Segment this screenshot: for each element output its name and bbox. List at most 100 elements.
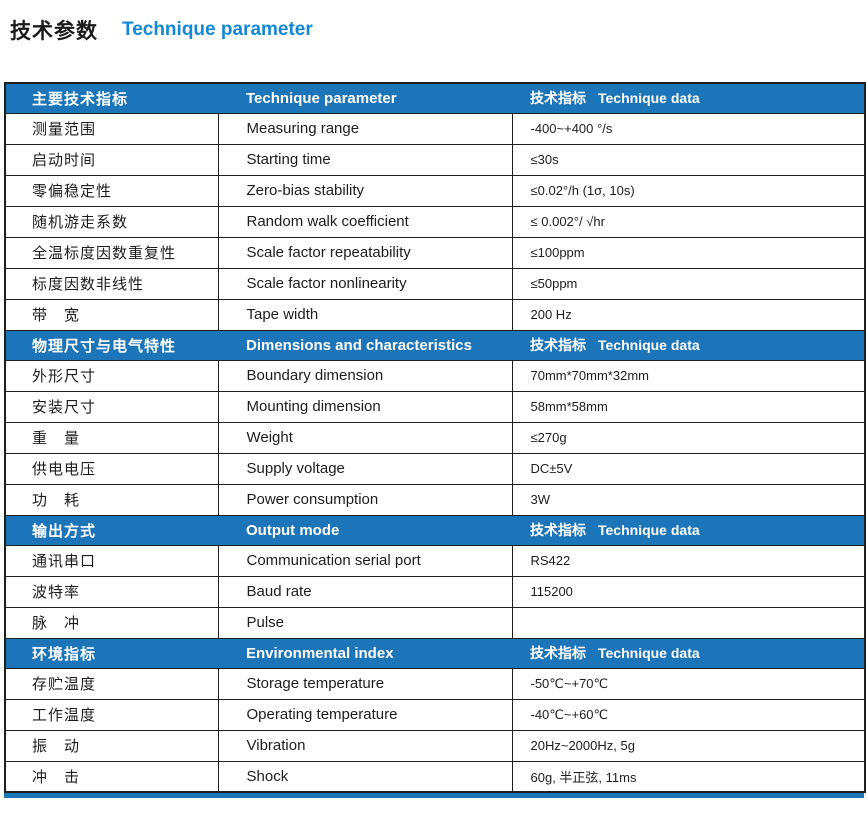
spec-value: 60g, 半正弦, 11ms [511,760,866,793]
spec-name-cn: 重 量 [4,421,219,454]
table-row: 安装尺寸 Mounting dimension 58mm*58mm [4,390,866,423]
table-row: 工作温度 Operating temperature -40℃~+60℃ [4,698,866,731]
data-column-header-cn: 技术指标 [530,337,586,353]
spec-name-cn: 存贮温度 [4,667,219,700]
table-row: 启动时间 Starting time ≤30s [4,143,866,176]
spec-name-en: Mounting dimension [217,390,513,423]
spec-name-en: Storage temperature [217,667,513,700]
data-column-header-cn: 技术指标 [530,522,586,538]
table-row: 随机游走系数 Random walk coefficient ≤ 0.002°/… [4,205,866,238]
spec-value: ≤30s [511,143,866,176]
spec-name-cn: 启动时间 [4,143,219,176]
spec-value: DC±5V [511,452,866,485]
spec-name-en: Boundary dimension [217,359,513,392]
spec-name-cn: 零偏稳定性 [4,174,219,207]
spec-name-cn: 外形尺寸 [4,359,219,392]
spec-value: -40℃~+60℃ [511,698,866,731]
page-title: 技术参数 Technique parameter [0,15,868,45]
table-row: 标度因数非线性 Scale factor nonlinearity ≤50ppm [4,267,866,300]
table-row: 零偏稳定性 Zero-bias stability ≤0.02°/h (1σ, … [4,174,866,207]
spec-name-cn: 通讯串口 [4,544,219,577]
spec-name-en: Tape width [217,298,513,331]
table-bottom-accent-bar [4,793,864,798]
spec-name-en: Measuring range [217,112,513,145]
spec-name-en: Shock [217,760,513,793]
spec-name-cn: 功 耗 [4,483,219,516]
spec-name-cn: 带 宽 [4,298,219,331]
spec-value: 3W [511,483,866,516]
data-column-header-cn: 技术指标 [530,645,586,661]
table-row: 外形尺寸 Boundary dimension 70mm*70mm*32mm [4,359,866,392]
spec-name-cn: 随机游走系数 [4,205,219,238]
spec-name-en: Zero-bias stability [217,174,513,207]
page-title-cn: 技术参数 [10,20,98,43]
spec-name-cn: 测量范围 [4,112,219,145]
spec-name-en: Communication serial port [217,544,513,577]
section-header-row: 输出方式 Output mode 技术指标 Technique data [5,514,865,546]
section-data-column-header: 技术指标 Technique data [512,82,865,114]
spec-value: 20Hz~2000Hz, 5g [511,729,866,762]
section-title-cn: 输出方式 [5,514,218,546]
spec-table: 主要技术指标 Technique parameter 技术指标 Technique… [4,82,866,793]
spec-name-cn: 振 动 [4,729,219,762]
table-row: 功 耗 Power consumption 3W [4,483,866,516]
spec-name-cn: 供电电压 [4,452,219,485]
spec-name-cn: 标度因数非线性 [4,267,219,300]
spec-name-en: Scale factor nonlinearity [217,267,513,300]
spec-value: -50℃~+70℃ [511,667,866,700]
section-title-en: Environmental index [218,637,512,669]
spec-value: ≤ 0.002°/ √hr [511,205,866,238]
spec-name-en: Weight [217,421,513,454]
spec-name-cn: 全温标度因数重复性 [4,236,219,269]
section-title-cn: 主要技术指标 [5,82,218,114]
section-header-row: 主要技术指标 Technique parameter 技术指标 Technique… [5,82,865,114]
spec-name-cn: 工作温度 [4,698,219,731]
data-column-header-en: Technique data [598,645,700,661]
spec-name-cn: 脉 冲 [4,606,219,639]
table-row: 重 量 Weight ≤270g [4,421,866,454]
spec-name-en: Scale factor repeatability [217,236,513,269]
spec-table-wrapper: 主要技术指标 Technique parameter 技术指标 Technique… [4,82,866,798]
section-title-cn: 物理尺寸与电气特性 [5,329,218,361]
table-row: 测量范围 Measuring range -400~+400 °/s [4,112,866,145]
spec-name-en: Operating temperature [217,698,513,731]
table-row: 带 宽 Tape width 200 Hz [4,298,866,331]
spec-value: 115200 [511,575,866,608]
data-column-header-en: Technique data [598,90,700,107]
spec-value: 70mm*70mm*32mm [511,359,866,392]
data-column-header-en: Technique data [598,522,700,538]
spec-name-en: Pulse [217,606,513,639]
table-row: 脉 冲 Pulse [4,606,866,639]
data-column-header-cn: 技术指标 [530,90,586,107]
spec-value: RS422 [511,544,866,577]
spec-value: -400~+400 °/s [511,112,866,145]
table-row: 供电电压 Supply voltage DC±5V [4,452,866,485]
spec-value: ≤50ppm [511,267,866,300]
section-title-en: Dimensions and characteristics [218,329,512,361]
spec-name-cn: 安装尺寸 [4,390,219,423]
spec-name-en: Random walk coefficient [217,205,513,238]
section-header-row: 物理尺寸与电气特性 Dimensions and characteristics… [5,329,865,361]
spec-value [511,606,866,639]
section-data-column-header: 技术指标 Technique data [512,514,865,546]
table-row: 波特率 Baud rate 115200 [4,575,866,608]
table-row: 通讯串口 Communication serial port RS422 [4,544,866,577]
data-column-header-en: Technique data [598,337,700,353]
section-header-row: 环境指标 Environmental index 技术指标 Technique d… [5,637,865,669]
section-title-cn: 环境指标 [5,637,218,669]
section-title-en: Technique parameter [218,82,512,114]
table-row: 存贮温度 Storage temperature -50℃~+70℃ [4,667,866,700]
spec-value: ≤270g [511,421,866,454]
spec-name-en: Starting time [217,143,513,176]
table-row: 冲 击 Shock 60g, 半正弦, 11ms [4,760,866,793]
spec-name-en: Vibration [217,729,513,762]
table-row: 振 动 Vibration 20Hz~2000Hz, 5g [4,729,866,762]
spec-name-en: Baud rate [217,575,513,608]
section-data-column-header: 技术指标 Technique data [512,637,865,669]
spec-value: 58mm*58mm [511,390,866,423]
spec-name-cn: 波特率 [4,575,219,608]
spec-name-en: Supply voltage [217,452,513,485]
section-title-en: Output mode [218,514,512,546]
spec-name-en: Power consumption [217,483,513,516]
section-data-column-header: 技术指标 Technique data [512,329,865,361]
